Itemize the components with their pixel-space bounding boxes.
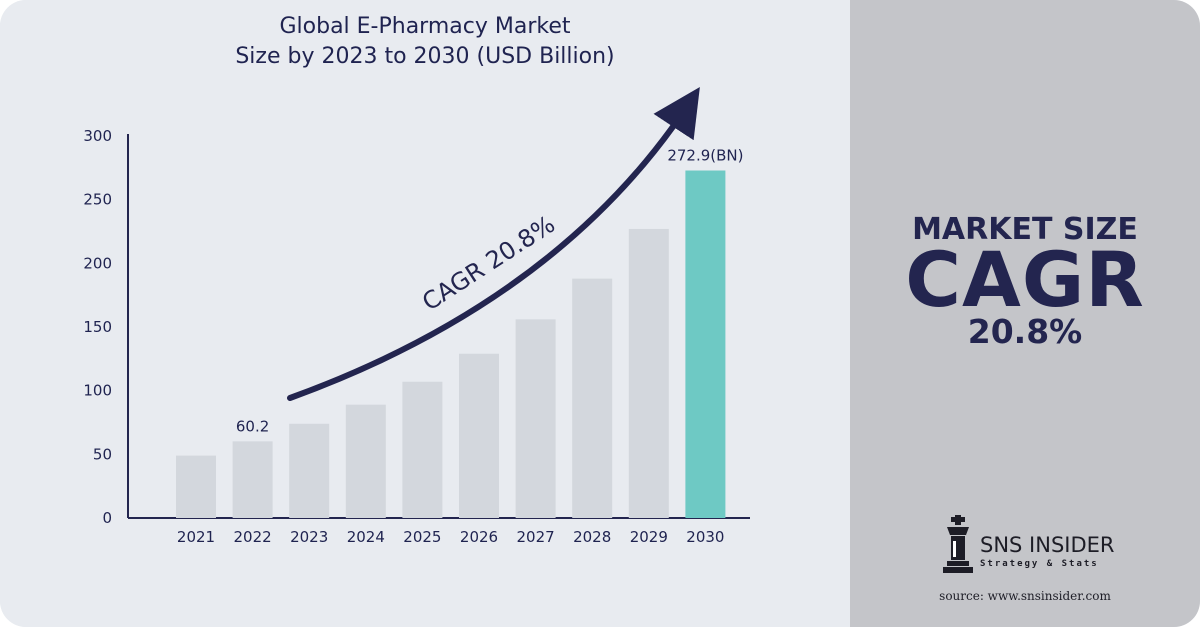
- bar: [459, 353, 499, 518]
- x-tick-label: 2024: [347, 528, 385, 546]
- bar: [289, 423, 330, 518]
- x-tick-label: 2021: [177, 528, 215, 546]
- summary-panel: [850, 0, 1200, 627]
- bar: [515, 319, 556, 518]
- bar: [628, 228, 669, 518]
- bar: [176, 455, 216, 518]
- x-tick-label: 2025: [403, 528, 441, 546]
- sns-insider-logo: SNS INSIDER Strategy & Stats: [938, 515, 1138, 575]
- bar: [232, 441, 273, 518]
- x-tick-label: 2022: [234, 528, 272, 546]
- bar: [345, 404, 386, 518]
- x-tick-label: 2029: [630, 528, 668, 546]
- data-label: 60.2: [236, 417, 269, 435]
- data-label: 272.9(BN): [667, 147, 743, 165]
- y-tick-label: 50: [93, 445, 112, 463]
- chess-king-icon: [943, 515, 973, 573]
- y-tick-label: 0: [102, 509, 112, 527]
- market-size-heading: MARKET SIZE: [912, 212, 1138, 247]
- y-tick-label: 250: [83, 191, 112, 209]
- y-tick-label: 100: [83, 382, 112, 400]
- x-tick-label: 2030: [686, 528, 724, 546]
- y-tick-label: 200: [83, 254, 112, 272]
- x-tick-label: 2023: [290, 528, 328, 546]
- logo-tagline: Strategy & Stats: [980, 559, 1099, 569]
- cagr-value: 20.8%: [967, 312, 1083, 351]
- y-tick-label: 150: [83, 318, 112, 336]
- chart-title-line-2: Size by 2023 to 2030 (USD Billion): [235, 44, 615, 69]
- data-labels: 60.2 272.9(BN): [236, 147, 744, 436]
- chart-title-line-1: Global E-Pharmacy Market: [279, 14, 571, 39]
- y-tick-label: 300: [83, 127, 112, 145]
- bar: [572, 278, 613, 518]
- x-tick-label: 2028: [573, 528, 611, 546]
- logo-name: SNS INSIDER: [980, 533, 1115, 557]
- x-tick-label: 2026: [460, 528, 498, 546]
- bar: [402, 381, 443, 518]
- cagr-arrow-path: [287, 86, 700, 401]
- source-note: source: www.snsinsider.com: [939, 589, 1111, 603]
- cagr-heading: CAGR: [905, 235, 1145, 324]
- x-tick-label: 2027: [517, 528, 555, 546]
- bar: [685, 170, 726, 519]
- bars: [176, 170, 726, 519]
- x-axis-labels: 2021 2022 2023 2024 2025 2026 2027 2028 2029 2030: [177, 528, 725, 546]
